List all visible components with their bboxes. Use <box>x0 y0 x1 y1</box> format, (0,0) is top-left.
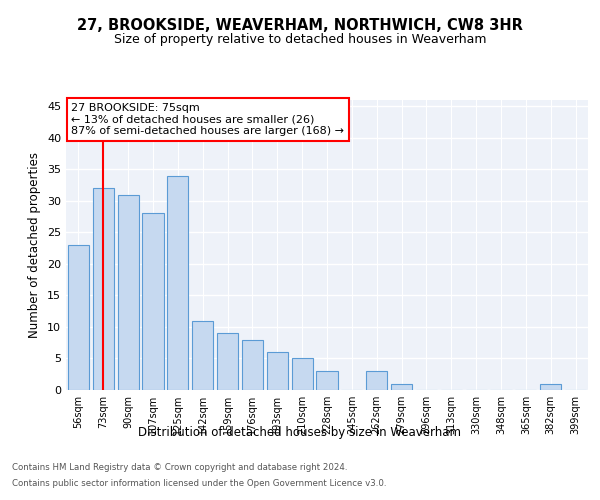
Text: Size of property relative to detached houses in Weaverham: Size of property relative to detached ho… <box>114 32 486 46</box>
Bar <box>242 340 263 390</box>
Bar <box>118 194 139 390</box>
Bar <box>93 188 114 390</box>
Bar <box>366 371 387 390</box>
Y-axis label: Number of detached properties: Number of detached properties <box>28 152 41 338</box>
Bar <box>142 214 164 390</box>
Text: Distribution of detached houses by size in Weaverham: Distribution of detached houses by size … <box>139 426 461 439</box>
Text: Contains HM Land Registry data © Crown copyright and database right 2024.: Contains HM Land Registry data © Crown c… <box>12 464 347 472</box>
Bar <box>316 371 338 390</box>
Bar <box>292 358 313 390</box>
Text: 27, BROOKSIDE, WEAVERHAM, NORTHWICH, CW8 3HR: 27, BROOKSIDE, WEAVERHAM, NORTHWICH, CW8… <box>77 18 523 32</box>
Text: Contains public sector information licensed under the Open Government Licence v3: Contains public sector information licen… <box>12 478 386 488</box>
Bar <box>68 245 89 390</box>
Bar <box>391 384 412 390</box>
Bar <box>540 384 561 390</box>
Bar <box>192 320 213 390</box>
Bar <box>217 334 238 390</box>
Bar <box>267 352 288 390</box>
Text: 27 BROOKSIDE: 75sqm
← 13% of detached houses are smaller (26)
87% of semi-detach: 27 BROOKSIDE: 75sqm ← 13% of detached ho… <box>71 103 344 136</box>
Bar <box>167 176 188 390</box>
